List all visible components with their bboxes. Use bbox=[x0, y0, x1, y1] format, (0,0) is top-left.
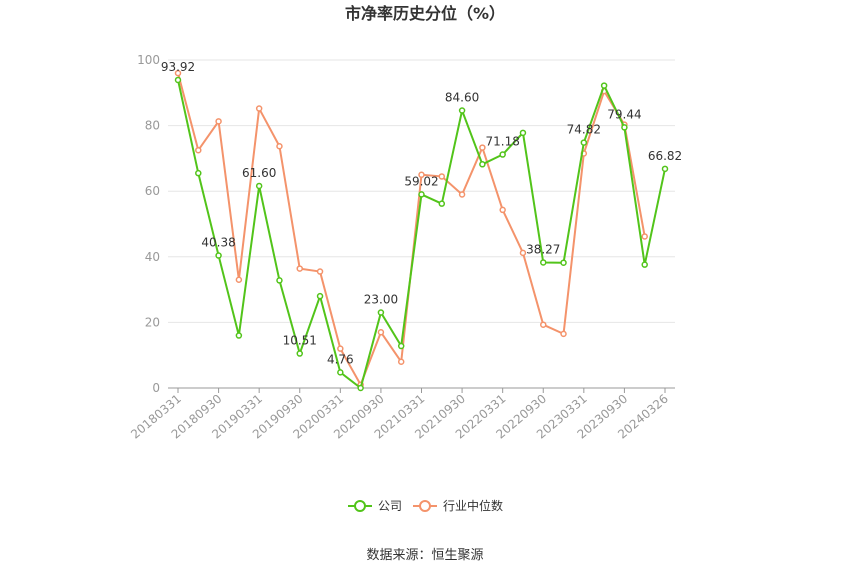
data-point bbox=[560, 330, 567, 338]
data-point bbox=[337, 345, 344, 352]
legend-marker bbox=[419, 500, 431, 512]
data-point bbox=[174, 69, 182, 77]
y-axis: 0 20 40 60 80 100 bbox=[137, 53, 160, 395]
data-point bbox=[580, 139, 588, 146]
data-point bbox=[418, 191, 425, 198]
data-point bbox=[560, 259, 567, 266]
data-point bbox=[255, 182, 263, 190]
legend-marker bbox=[354, 500, 366, 512]
y-tick-label: 60 bbox=[145, 184, 160, 198]
data-point bbox=[296, 265, 303, 272]
data-label: 71.18 bbox=[485, 135, 519, 149]
data-point bbox=[458, 191, 466, 198]
data-label: 38.27 bbox=[526, 242, 560, 256]
data-point bbox=[499, 151, 506, 158]
data-point bbox=[397, 342, 405, 350]
data-label: 93.92 bbox=[161, 60, 195, 74]
data-label: 10.51 bbox=[283, 334, 317, 348]
data-label: 74.82 bbox=[567, 123, 601, 137]
series-layer bbox=[174, 69, 669, 392]
data-point bbox=[438, 200, 446, 207]
data-point bbox=[235, 276, 243, 284]
data-point bbox=[600, 82, 608, 89]
data-point bbox=[377, 328, 385, 336]
data-label: 66.82 bbox=[648, 149, 682, 163]
data-label: 4.76 bbox=[327, 352, 354, 366]
data-point bbox=[235, 332, 243, 339]
data-point bbox=[641, 233, 648, 240]
data-label: 61.60 bbox=[242, 166, 276, 180]
source-note: 数据来源：恒生聚源 bbox=[366, 548, 483, 563]
data-point bbox=[296, 350, 303, 357]
y-tick-label: 80 bbox=[145, 119, 160, 133]
data-point bbox=[195, 169, 202, 177]
data-label: 79.44 bbox=[607, 107, 641, 121]
y-tick-label: 0 bbox=[152, 381, 160, 395]
data-point bbox=[357, 384, 364, 392]
data-label: 59.02 bbox=[404, 174, 438, 188]
data-point bbox=[519, 129, 527, 137]
legend[interactable]: 公司 行业中位数 bbox=[348, 498, 503, 513]
data-point bbox=[195, 146, 202, 154]
data-point bbox=[215, 252, 222, 259]
data-point bbox=[215, 118, 222, 125]
data-point bbox=[418, 171, 425, 179]
data-point bbox=[276, 277, 283, 284]
data-point bbox=[479, 161, 486, 168]
data-point bbox=[337, 369, 344, 376]
y-tick-label: 40 bbox=[145, 250, 160, 264]
data-point bbox=[499, 206, 506, 214]
data-point bbox=[458, 107, 466, 114]
legend-item-0[interactable]: 公司 bbox=[348, 499, 402, 513]
y-tick-label: 20 bbox=[145, 315, 160, 329]
data-point bbox=[479, 144, 486, 151]
data-point bbox=[519, 249, 527, 257]
data-point bbox=[540, 321, 547, 328]
data-point bbox=[540, 259, 547, 266]
data-labels: 93.92 40.38 61.60 10.51 4.76 23.00 59.02 84.60 7… bbox=[161, 60, 682, 366]
data-point bbox=[174, 76, 182, 84]
data-point bbox=[661, 165, 669, 173]
y-tick-label: 100 bbox=[137, 53, 160, 67]
data-point bbox=[316, 292, 324, 300]
legend-item-1[interactable]: 行业中位数 bbox=[413, 498, 503, 513]
data-point bbox=[377, 309, 385, 316]
x-axis: 2018033120180930201903312019093020200331… bbox=[128, 387, 675, 442]
data-label: 40.38 bbox=[201, 236, 235, 250]
data-point bbox=[438, 173, 446, 180]
data-point bbox=[641, 261, 648, 268]
data-point bbox=[316, 268, 324, 275]
data-label: 23.00 bbox=[364, 293, 398, 307]
legend-label: 公司 bbox=[378, 499, 402, 513]
data-point bbox=[276, 143, 283, 150]
data-point bbox=[255, 105, 263, 112]
data-point bbox=[397, 358, 405, 366]
data-label: 84.60 bbox=[445, 91, 479, 105]
series-line-1 bbox=[177, 72, 646, 386]
data-point bbox=[621, 124, 628, 131]
chart-title: 市净率历史分位（%） bbox=[345, 4, 505, 23]
legend-label: 行业中位数 bbox=[443, 498, 503, 513]
